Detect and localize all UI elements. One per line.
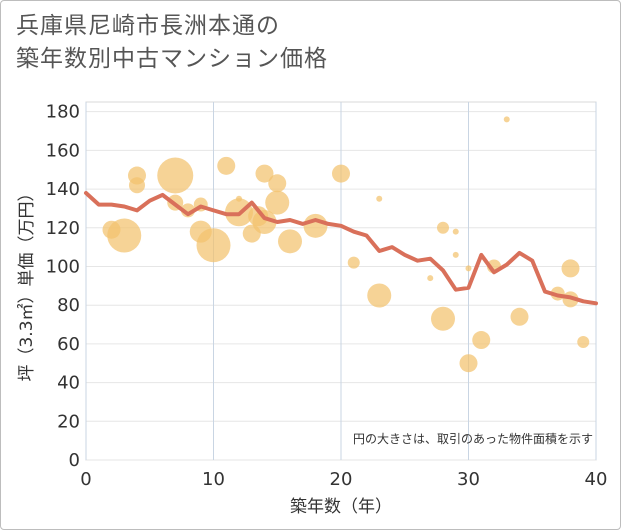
data-bubble [437,221,449,234]
data-bubble [268,174,287,193]
trend-line [84,191,598,306]
data-bubble [217,156,236,175]
title-line-2: 築年数別中古マンション価格 [16,46,328,72]
y-axis-label: 坪（3.3㎡）単価（万円） [17,184,37,381]
data-bubble [367,283,392,308]
data-bubble [452,228,459,235]
data-bubble [561,259,580,278]
y-tick-label: 100 [46,256,80,277]
y-tick-label: 80 [57,295,80,316]
x-tick-label: 10 [202,469,225,490]
data-bubble [465,265,472,272]
data-bubble [252,209,277,234]
y-tick-label: 20 [57,411,80,432]
y-tick-label: 140 [46,179,80,200]
data-bubble [303,213,328,238]
data-bubble [157,157,194,194]
y-tick-label: 0 [69,450,80,471]
data-bubble [347,256,360,269]
data-bubble [278,229,302,254]
data-bubble [431,306,455,331]
y-tick-label: 160 [46,140,80,161]
data-bubble [265,190,290,215]
data-bubble [376,195,383,202]
data-bubble [427,275,434,282]
data-bubble [577,335,590,348]
data-bubble [472,331,491,350]
trend-line-group [84,191,598,306]
chart-title: 兵庫県尼崎市長洲本通の 築年数別中古マンション価格 [16,10,328,76]
data-bubble [510,307,529,326]
y-tick-labels: 0 20 40 60 80 100 120 140 160 180 [46,102,80,471]
x-tick-label: 40 [585,469,608,490]
data-bubble [503,116,510,123]
size-note: 円の大きさは、取引のあった物件面積を示す [353,431,593,446]
y-tick-label: 60 [57,334,80,355]
y-tick-label: 120 [46,218,80,239]
data-bubble [459,354,478,373]
x-tick-label: 0 [80,469,91,490]
data-bubble [332,164,350,183]
data-bubble [452,251,459,258]
y-tick-label: 40 [57,373,80,394]
data-bubble [107,218,142,253]
data-bubble [255,164,274,183]
x-tick-labels: 0 10 20 30 40 [80,469,607,490]
data-bubble [129,177,145,194]
title-line-1: 兵庫県尼崎市長洲本通の [16,13,280,39]
y-tick-label: 180 [46,102,80,123]
data-bubble [196,228,231,263]
x-axis-label: 築年数（年） [290,497,392,517]
x-tick-label: 20 [330,469,353,490]
x-tick-label: 30 [457,469,480,490]
